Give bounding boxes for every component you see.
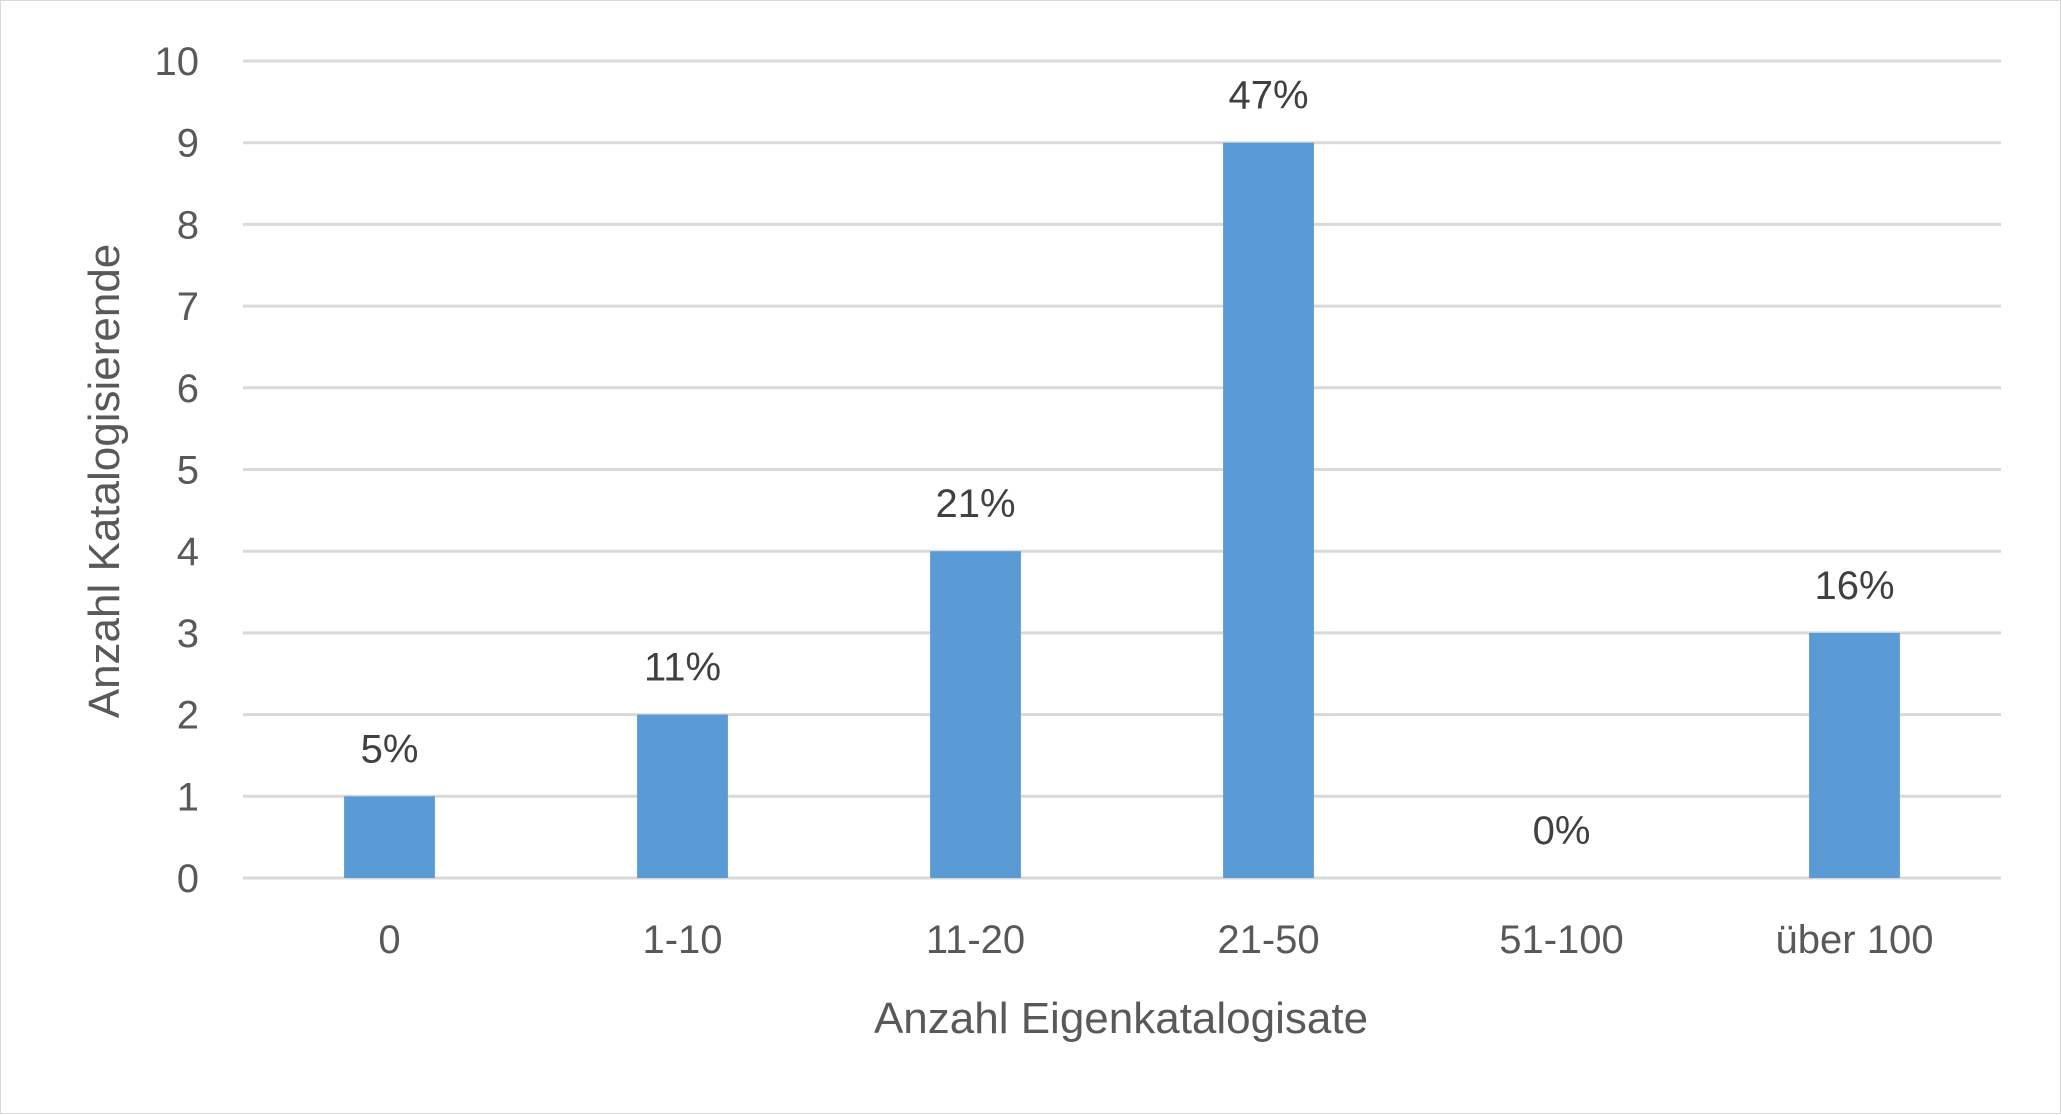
x-tick-label: 1-10 [642,918,722,962]
x-tick-label: 0 [378,918,400,962]
bar [344,796,435,878]
bar [1809,632,1900,878]
y-tick-label: 5 [177,449,199,493]
gridlines [243,59,2001,880]
y-axis-title: Anzahl Katalogisierende [80,244,129,719]
y-tick-label: 0 [177,857,199,901]
y-tick-label: 3 [177,612,199,656]
x-tick-label: 51-100 [1499,918,1624,962]
bar [930,551,1021,878]
y-tick-label: 4 [177,530,199,574]
data-label: 21% [935,482,1015,526]
data-label: 11% [644,646,721,690]
data-label: 0% [1533,809,1591,853]
data-label: 47% [1228,74,1308,118]
y-tick-label: 7 [177,285,199,329]
y-tick-label: 9 [177,122,199,166]
y-tick-label: 8 [177,203,199,247]
x-axis-title: Anzahl Eigenkatalogisate [874,994,1368,1043]
data-label: 5% [361,727,419,771]
data-label: 16% [1814,564,1894,608]
x-tick-label: 11-20 [926,918,1025,962]
bar [1223,142,1314,878]
y-axis-ticks: 0 1 2 3 4 5 6 7 8 9 10 [155,40,200,901]
x-tick-label: über 100 [1776,918,1934,962]
y-tick-label: 6 [177,367,199,411]
bar [637,714,728,878]
y-tick-label: 1 [177,775,199,819]
y-tick-label: 2 [177,694,199,738]
y-tick-label: 10 [155,40,200,84]
x-tick-label: 21-50 [1217,918,1319,962]
data-labels: 5% 11% 21% 47% 0% 16% [361,74,1895,853]
x-axis-ticks: 0 1-10 11-20 21-50 51-100 über 100 [378,918,1933,962]
bars [344,142,1900,878]
